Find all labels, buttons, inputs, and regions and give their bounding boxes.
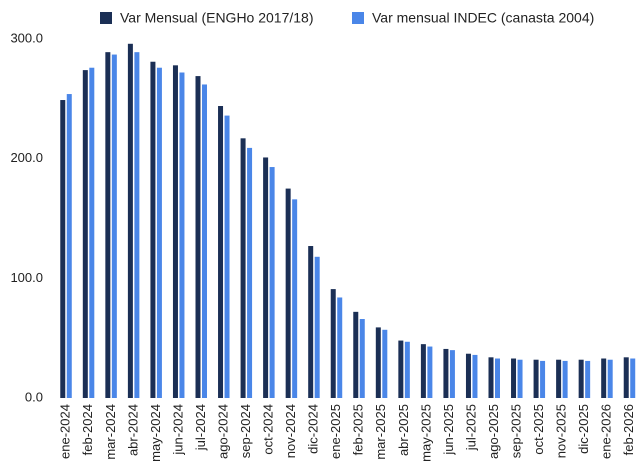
bar	[398, 340, 404, 398]
x-tick-label: jun-2025	[441, 404, 456, 456]
x-tick-label: oct-2024	[261, 404, 276, 455]
x-tick-label: sep-2024	[238, 404, 253, 458]
bar	[337, 297, 343, 398]
bar	[60, 100, 66, 398]
x-tick-label: nov-2024	[283, 404, 298, 458]
bar	[427, 346, 433, 398]
bar	[353, 311, 359, 398]
bar	[443, 348, 449, 398]
x-tick-label: dic-2025	[576, 404, 591, 454]
bar	[556, 359, 562, 398]
bar	[601, 358, 607, 398]
bar	[202, 84, 207, 399]
bar	[285, 188, 291, 398]
bar	[172, 65, 178, 399]
x-tick-label: ene-2025	[328, 404, 343, 459]
bar	[578, 359, 584, 398]
x-tick-label: nov-2025	[554, 404, 569, 458]
x-tick-label: mar-2025	[373, 404, 388, 460]
bar	[449, 350, 455, 398]
bar	[630, 358, 636, 398]
bar	[562, 360, 568, 398]
x-tick-label: may-2025	[418, 404, 433, 462]
bar	[82, 70, 88, 398]
bar	[465, 353, 471, 398]
bar	[607, 359, 613, 398]
bar	[240, 138, 246, 398]
bar	[540, 360, 546, 398]
y-tick-label: 0.0	[25, 389, 43, 404]
bar	[495, 358, 500, 398]
bar	[488, 357, 494, 398]
x-tick-label: jul-2025	[463, 404, 478, 451]
bar	[404, 341, 410, 398]
bar	[375, 327, 381, 398]
bar	[156, 67, 162, 398]
bar	[247, 147, 253, 398]
bar	[533, 359, 539, 398]
x-tick-label: ene-2026	[599, 404, 614, 459]
x-tick-label: ene-2024	[58, 404, 73, 459]
x-tick-label: feb-2026	[621, 404, 636, 455]
legend-label: Var mensual INDEC (canasta 2004)	[372, 10, 594, 26]
bar	[292, 199, 298, 398]
y-tick-label: 100.0	[10, 270, 43, 285]
bar	[263, 157, 269, 398]
x-tick-label: ago-2024	[215, 404, 230, 459]
legend-swatch	[352, 12, 364, 24]
bar	[179, 72, 185, 399]
bar	[517, 359, 523, 398]
bar	[382, 329, 388, 398]
bar	[585, 360, 591, 398]
x-tick-label: jun-2024	[170, 404, 185, 456]
bar	[195, 76, 201, 398]
bar	[127, 43, 133, 398]
x-tick-label: ago-2025	[486, 404, 501, 459]
x-tick-label: feb-2024	[80, 404, 95, 455]
bar	[314, 256, 320, 398]
x-tick-label: may-2024	[148, 404, 163, 462]
x-tick-label: sep-2025	[508, 404, 523, 458]
bar	[89, 67, 95, 398]
bar	[308, 246, 314, 398]
bar	[224, 115, 230, 398]
bar	[330, 289, 336, 398]
bar	[66, 94, 72, 399]
legend-swatch	[100, 12, 112, 24]
x-tick-label: feb-2025	[351, 404, 366, 455]
bar	[134, 52, 140, 399]
bar	[218, 106, 224, 398]
y-tick-label: 300.0	[10, 30, 43, 45]
bar	[359, 319, 365, 398]
bar	[105, 52, 111, 399]
x-tick-label: mar-2024	[103, 404, 118, 460]
bar	[150, 61, 156, 399]
x-tick-label: abr-2024	[125, 404, 140, 456]
legend-label: Var Mensual (ENGHo 2017/18)	[120, 10, 314, 26]
bar	[472, 354, 478, 398]
bar	[269, 167, 275, 398]
x-tick-label: dic-2024	[306, 404, 321, 454]
bar	[511, 358, 517, 398]
y-tick-label: 200.0	[10, 150, 43, 165]
bar	[623, 357, 629, 398]
x-tick-label: abr-2025	[396, 404, 411, 456]
bar	[420, 344, 426, 398]
x-tick-label: jul-2024	[193, 404, 208, 451]
bar	[111, 54, 117, 398]
x-tick-label: oct-2025	[531, 404, 546, 455]
